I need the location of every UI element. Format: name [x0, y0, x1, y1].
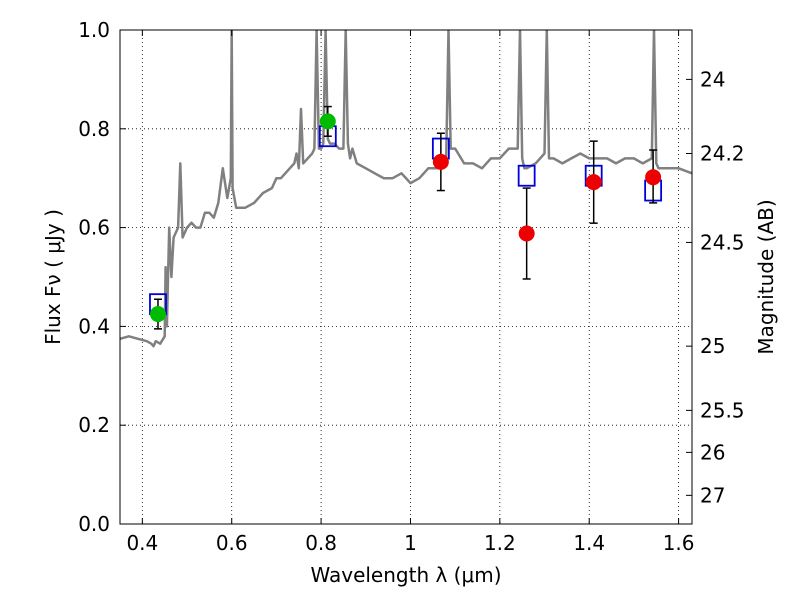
y-tick-label: 0.4 [78, 314, 110, 338]
right-tick-label: 24 [700, 67, 725, 91]
y-tick-label: 1.0 [78, 18, 110, 42]
x-tick-label: 1.4 [573, 531, 605, 555]
y-tick-label: 0.2 [78, 413, 110, 437]
right-axis-label: Magnitude (AB) [754, 199, 778, 354]
observed-photometry-point [645, 169, 662, 186]
tick-labels: 0.4 0.6 0.8 1 1.2 1.4 1.6 0.0 0.2 0.4 0.6 0.8 1.0 24 2… [78, 18, 744, 555]
x-tick-label: 1.2 [484, 531, 516, 555]
y-tick-label: 0.0 [78, 512, 110, 536]
x-tick-label: 0.4 [126, 531, 158, 555]
right-tick-label: 25.5 [700, 398, 745, 422]
x-tick-label: 1 [404, 531, 417, 555]
model-spectrum-line [120, 30, 692, 348]
x-axis-label: Wavelength λ (μm) [310, 563, 501, 587]
grid [120, 29, 692, 525]
observed-photometry-point [432, 153, 449, 170]
right-tick-label: 27 [700, 483, 725, 507]
y-tick-label: 0.6 [78, 216, 110, 240]
observed-photometry-point [518, 225, 535, 242]
plot-series [120, 30, 692, 348]
observed-photometry-point [149, 306, 166, 323]
observed-photometry-point [585, 174, 602, 191]
right-tick-label: 25 [700, 334, 725, 358]
plot-frame [119, 29, 693, 525]
right-tick-label: 24.2 [700, 142, 745, 166]
x-tick-label: 0.8 [305, 531, 337, 555]
y-axis-label: Flux Fν ( μJy ) [41, 209, 65, 345]
observed-photometry-point [319, 113, 336, 130]
x-tick-label: 1.6 [663, 531, 695, 555]
y-tick-label: 0.8 [78, 117, 110, 141]
model-photometry-square [517, 164, 536, 187]
right-tick-label: 24.5 [700, 230, 745, 254]
x-tick-label: 0.6 [216, 531, 248, 555]
right-tick-label: 26 [700, 440, 725, 464]
